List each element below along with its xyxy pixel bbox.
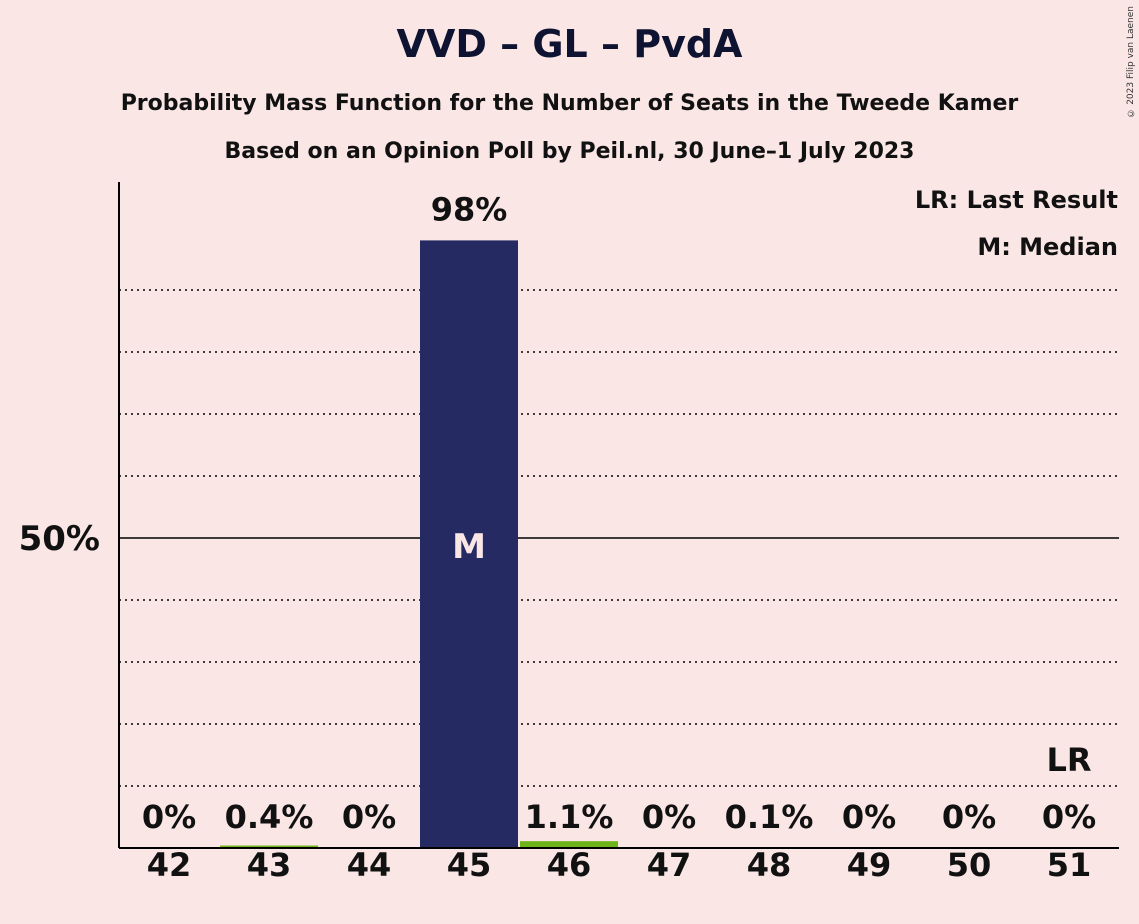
- value-label-47: 0%: [642, 798, 696, 836]
- value-label-43: 0.4%: [225, 798, 314, 836]
- legend-median: M: Median: [977, 233, 1118, 261]
- chart-source: Based on an Opinion Poll by Peil.nl, 30 …: [224, 139, 915, 164]
- x-tick-label-50: 50: [947, 846, 992, 884]
- x-tick-label-42: 42: [147, 846, 192, 884]
- median-marker: M: [452, 527, 486, 567]
- x-tick-label-49: 49: [847, 846, 892, 884]
- value-label-46: 1.1%: [525, 798, 614, 836]
- x-tick-label-45: 45: [447, 846, 492, 884]
- bar-46: [520, 841, 618, 848]
- x-tick-label-47: 47: [647, 846, 692, 884]
- value-label-51: 0%: [1042, 798, 1096, 836]
- value-label-50: 0%: [942, 798, 996, 836]
- value-label-45: 98%: [431, 190, 508, 228]
- x-tick-label-48: 48: [747, 846, 792, 884]
- value-label-49: 0%: [842, 798, 896, 836]
- x-tick-label-44: 44: [347, 846, 392, 884]
- x-tick-label-43: 43: [247, 846, 292, 884]
- x-tick-label-51: 51: [1047, 846, 1092, 884]
- y-tick-label-50: 50%: [19, 519, 100, 559]
- value-label-42: 0%: [142, 798, 196, 836]
- value-label-44: 0%: [342, 798, 396, 836]
- chart-title: VVD – GL – PvdA: [396, 22, 743, 66]
- bar-43: [220, 845, 318, 848]
- chart-subtitle: Probability Mass Function for the Number…: [120, 91, 1019, 116]
- legend-last-result: LR: Last Result: [914, 186, 1118, 214]
- bar-45: [420, 240, 518, 848]
- value-label-48: 0.1%: [725, 798, 814, 836]
- last-result-marker: LR: [1046, 741, 1091, 779]
- x-tick-label-46: 46: [547, 846, 592, 884]
